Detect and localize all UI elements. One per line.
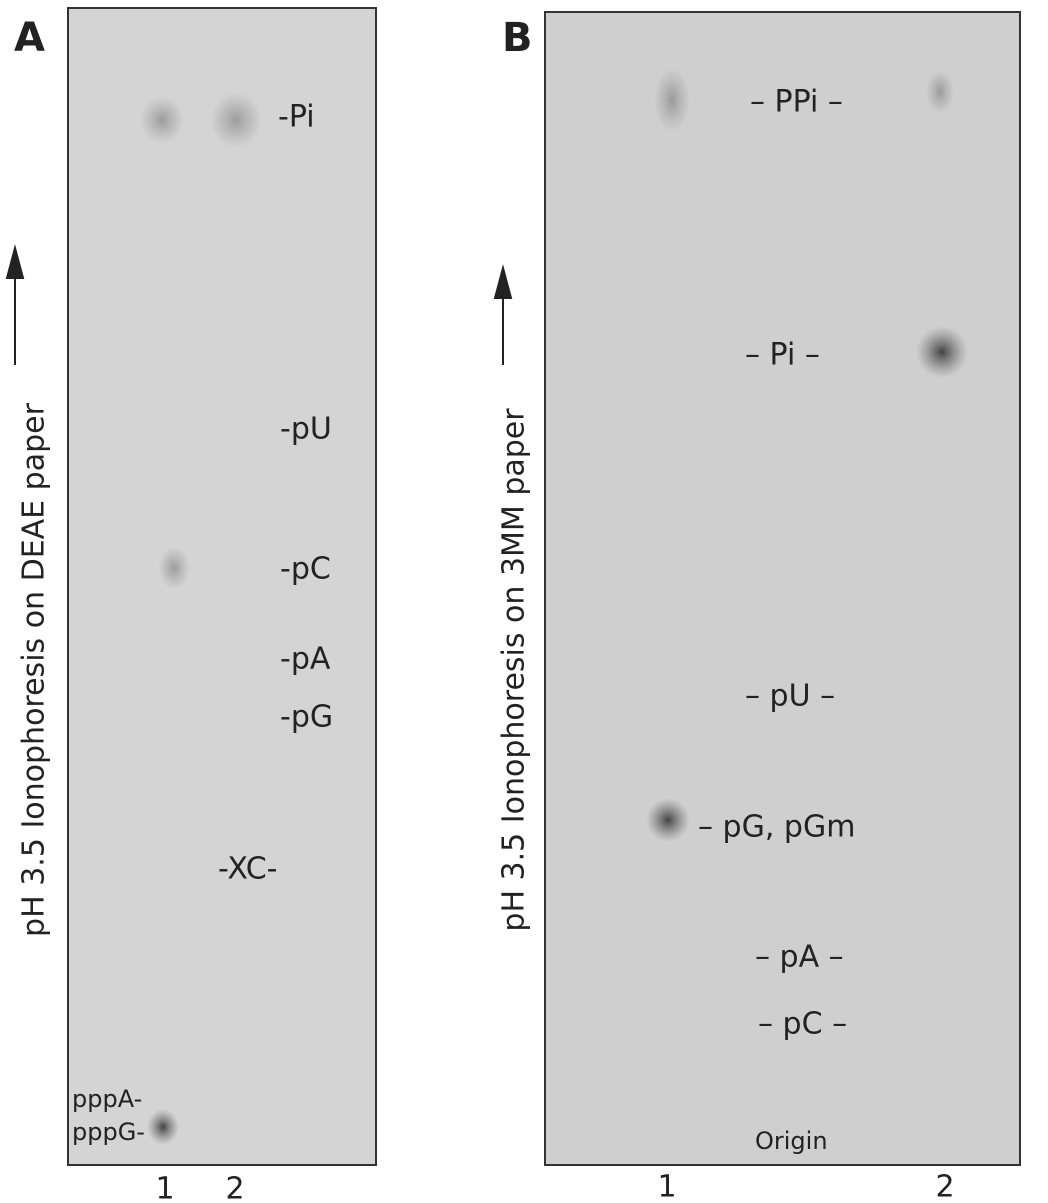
axis-label: pH 3.5 Ionophoresis on DEAE paper: [17, 402, 52, 937]
lane-label: 1: [155, 1172, 174, 1203]
arrows: [5, 244, 513, 365]
paper-a: [67, 7, 377, 1166]
panel-letter: B: [502, 15, 533, 61]
marker-label: -pC: [280, 552, 331, 587]
marker-label: -XC-: [218, 852, 277, 887]
marker-label: pppA-: [72, 1085, 142, 1113]
marker-label: -pU: [280, 412, 332, 447]
spots: [140, 68, 968, 1145]
lane-label: 1: [657, 1170, 676, 1203]
marker-label: Origin: [755, 1127, 828, 1155]
marker-label: pppG-: [72, 1118, 145, 1146]
paper-b: [544, 11, 1021, 1166]
marker-label: – pC –: [758, 1007, 847, 1042]
axis-label: pH 3.5 Ionophoresis on 3MM paper: [497, 408, 532, 932]
marker-label: -Pi: [278, 100, 315, 135]
marker-label: – pU –: [745, 679, 835, 714]
lane-label: 2: [935, 1170, 954, 1203]
lane-label: 2: [225, 1172, 244, 1203]
marker-label: – PPi –: [750, 85, 843, 120]
marker-label: – pG, pGm: [698, 810, 855, 845]
marker-label: – pA –: [755, 940, 844, 975]
marker-label: -pA: [280, 642, 331, 677]
marker-label: -pG: [280, 700, 333, 735]
marker-label: – Pi –: [745, 338, 820, 373]
panel-letter: A: [14, 15, 45, 61]
